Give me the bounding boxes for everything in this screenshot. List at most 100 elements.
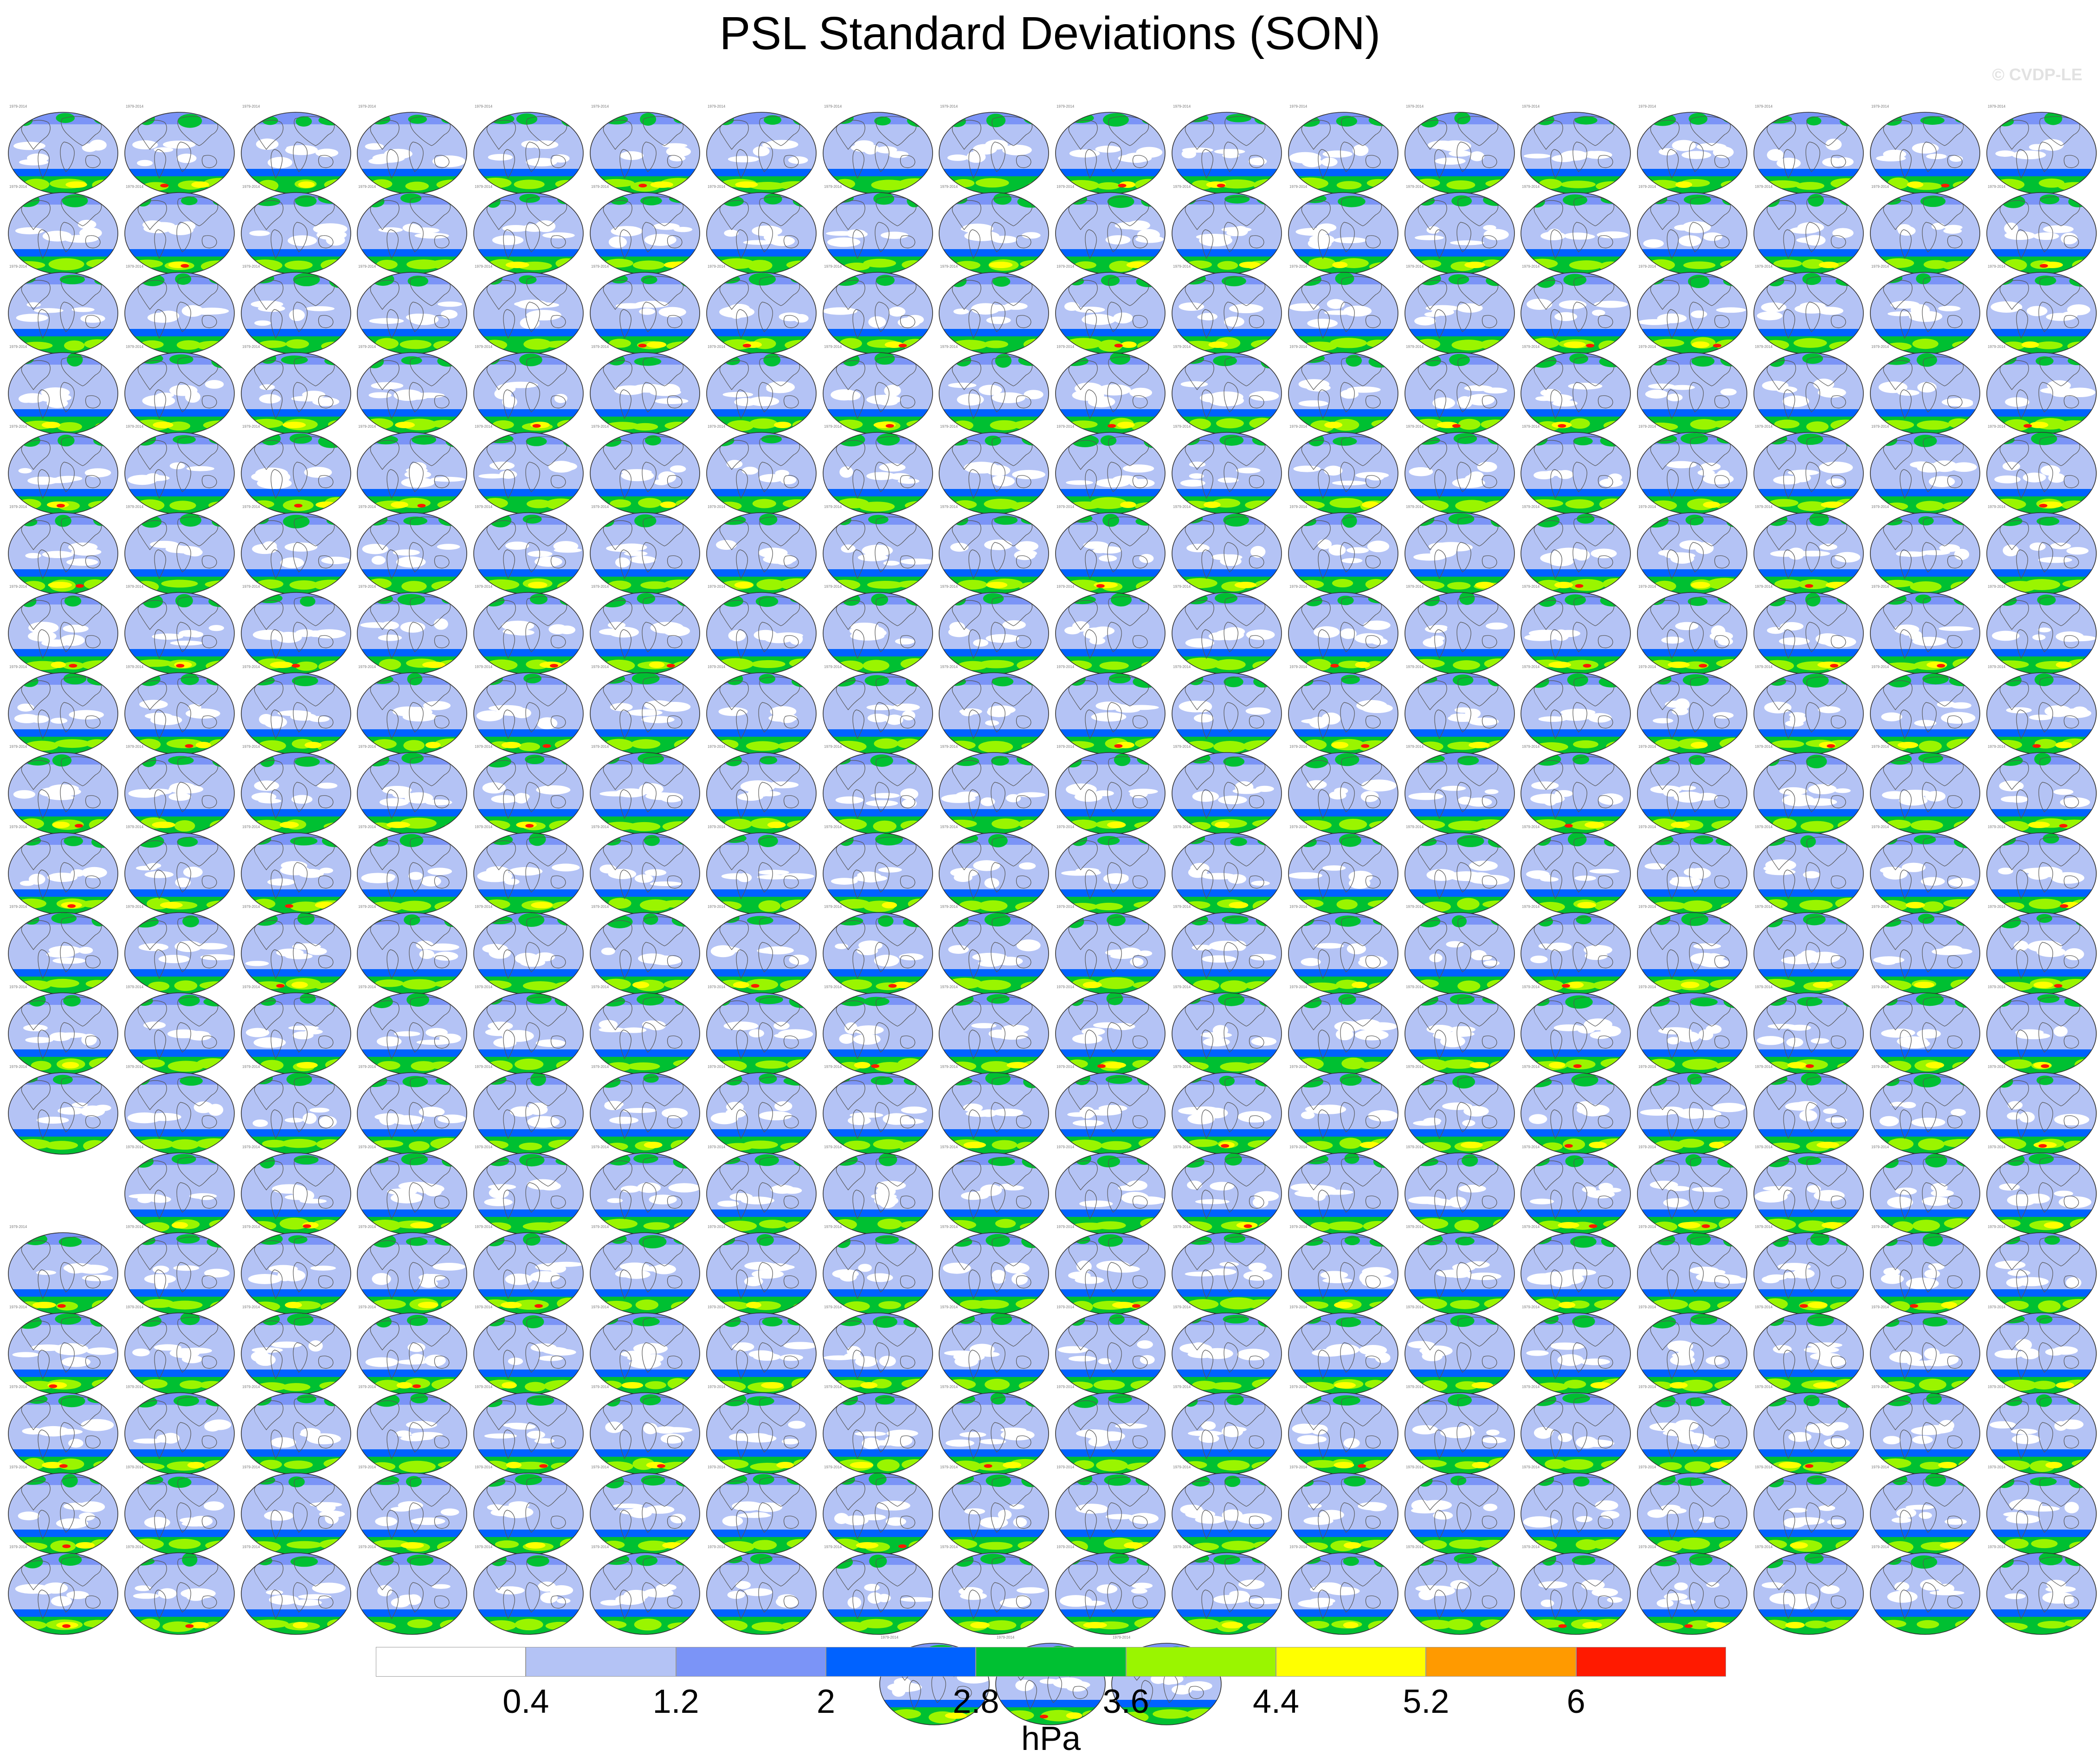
map-panel-svg: 1979-2014 — [357, 1145, 468, 1235]
panel-period-label: 1979-2014 — [358, 1305, 376, 1309]
panel-period-label: 1979-2014 — [1173, 1225, 1191, 1229]
panel-period-label: 1979-2014 — [1755, 1385, 1773, 1389]
panel-period-label: 1979-2014 — [824, 905, 842, 909]
panel-period-label: 1979-2014 — [1173, 745, 1191, 749]
map-panel: 1979-2014 — [704, 1142, 819, 1239]
panel-period-label: 1979-2014 — [1755, 424, 1773, 429]
map-panel-svg: 1979-2014 — [706, 825, 817, 915]
panel-period-label: 1979-2014 — [824, 1065, 842, 1069]
map-panel: 1979-2014 — [1169, 1382, 1284, 1479]
panel-period-label: 1979-2014 — [1988, 1305, 2006, 1309]
map-panel-svg: 1979-2014 — [357, 1305, 468, 1395]
map-panel: 1979-2014 — [820, 741, 935, 839]
map-panel-svg: 1979-2014 — [1404, 1385, 1515, 1475]
map-panel: 1979-2014 — [704, 1061, 819, 1159]
map-panel: 1979-2014 — [936, 662, 1051, 759]
panel-period-label: 1979-2014 — [242, 1145, 260, 1149]
map-panel-svg: 1979-2014 — [706, 585, 817, 675]
panel-period-label: 1979-2014 — [1988, 1225, 2006, 1229]
map-panel-svg: 1979-2014 — [1753, 585, 1864, 675]
panel-period-label: 1979-2014 — [1289, 1065, 1308, 1069]
panel-period-label: 1979-2014 — [824, 985, 842, 989]
map-panel-svg: 1979-2014 — [8, 424, 118, 514]
map-panel: 1979-2014 — [704, 901, 819, 999]
map-panel: 1979-2014 — [1868, 1142, 1983, 1239]
panel-period-label: 1979-2014 — [9, 1465, 27, 1469]
panel-period-label: 1979-2014 — [358, 104, 376, 109]
map-panel: 1979-2014 — [1053, 181, 1168, 279]
map-panel: 1979-2014 — [1286, 581, 1401, 679]
panel-period-label: 1979-2014 — [1056, 985, 1075, 989]
map-panel-svg: 1979-2014 — [357, 1385, 468, 1475]
map-panel: 1979-2014 — [1518, 341, 1633, 439]
map-panel-svg: 1979-2014 — [822, 1385, 933, 1475]
map-panel: 1979-2014 — [238, 1061, 354, 1159]
panel-period-label: 1979-2014 — [1056, 745, 1075, 749]
map-panel-svg: 1979-2014 — [1869, 264, 1980, 354]
map-panel: 1979-2014 — [238, 421, 354, 519]
map-panel: 1979-2014 — [1518, 101, 1633, 199]
map-panel-svg: 1979-2014 — [1288, 825, 1398, 915]
panel-period-label: 1979-2014 — [1056, 1385, 1075, 1389]
map-panel-svg: 1979-2014 — [822, 185, 933, 275]
map-panel-svg: 1979-2014 — [1172, 1385, 1282, 1475]
panel-period-label: 1979-2014 — [358, 185, 376, 189]
map-panel-svg: 1979-2014 — [1986, 825, 2097, 915]
map-panel-svg: 1979-2014 — [124, 185, 235, 275]
panel-period-label: 1979-2014 — [1638, 1305, 1656, 1309]
panel-period-label: 1979-2014 — [824, 345, 842, 349]
map-panel-svg: 1979-2014 — [1288, 1305, 1398, 1395]
map-panel-svg: 1979-2014 — [473, 1465, 584, 1555]
map-panel: 1979-2014 — [1635, 1462, 1750, 1559]
panel-period-label: 1979-2014 — [1638, 1225, 1656, 1229]
map-panel-svg: 1979-2014 — [124, 1225, 235, 1315]
map-panel: 1979-2014 — [1286, 1061, 1401, 1159]
map-panel: 1979-2014 — [238, 1382, 354, 1479]
panel-period-label: 1979-2014 — [940, 1385, 958, 1389]
map-panel: 1979-2014 — [1751, 1222, 1866, 1319]
map-panel-svg: 1979-2014 — [1520, 985, 1631, 1075]
panel-period-label: 1979-2014 — [1522, 665, 1540, 669]
map-panel: 1979-2014 — [820, 1382, 935, 1479]
panel-period-label: 1979-2014 — [824, 1305, 842, 1309]
map-panel-svg: 1979-2014 — [1404, 505, 1515, 595]
panel-period-label: 1979-2014 — [824, 1225, 842, 1229]
panel-period-label: 1979-2014 — [9, 424, 27, 429]
map-panel-svg: 1979-2014 — [124, 1385, 235, 1475]
map-panel: 1979-2014 — [238, 1222, 354, 1319]
map-panel-svg: 1979-2014 — [1986, 424, 2097, 514]
panel-period-label: 1979-2014 — [1871, 345, 1889, 349]
panel-period-label: 1979-2014 — [1406, 345, 1424, 349]
map-panel: 1979-2014 — [1286, 741, 1401, 839]
panel-period-label: 1979-2014 — [1056, 264, 1075, 269]
map-panel: 1979-2014 — [1169, 101, 1284, 199]
panel-period-label: 1979-2014 — [824, 104, 842, 109]
map-panel-svg: 1979-2014 — [1520, 745, 1631, 835]
panel-period-label: 1979-2014 — [940, 185, 958, 189]
panel-period-label: 1979-2014 — [1406, 264, 1424, 269]
panel-period-label: 1979-2014 — [126, 1065, 144, 1069]
map-panel: 1979-2014 — [820, 822, 935, 919]
map-panel: 1979-2014 — [936, 1142, 1051, 1239]
panel-period-label: 1979-2014 — [1871, 745, 1889, 749]
map-panel-svg: 1979-2014 — [1055, 1145, 1166, 1235]
map-panel: 1979-2014 — [820, 1061, 935, 1159]
map-panel-svg: 1979-2014 — [124, 264, 235, 354]
map-panel-svg: 1979-2014 — [473, 1145, 584, 1235]
map-panel: 1979-2014 — [1751, 421, 1866, 519]
panel-period-label: 1979-2014 — [1289, 424, 1308, 429]
map-panel-svg: 1979-2014 — [1637, 665, 1747, 755]
panel-period-label: 1979-2014 — [1988, 745, 2006, 749]
map-panel: 1979-2014 — [6, 341, 121, 439]
panel-period-label: 1979-2014 — [1871, 1065, 1889, 1069]
map-panel-svg: 1979-2014 — [590, 1545, 700, 1635]
map-panel-svg: 1979-2014 — [1753, 745, 1864, 835]
map-panel: 1979-2014 — [1518, 1382, 1633, 1479]
panel-period-label: 1979-2014 — [591, 1545, 609, 1549]
panel-period-label: 1979-2014 — [1988, 1385, 2006, 1389]
map-panel-svg: 1979-2014 — [1288, 505, 1398, 595]
map-panel-svg: 1979-2014 — [1404, 424, 1515, 514]
panel-period-label: 1979-2014 — [1406, 1145, 1424, 1149]
map-panel-svg: 1979-2014 — [357, 264, 468, 354]
map-panel: 1979-2014 — [1635, 1542, 1750, 1639]
